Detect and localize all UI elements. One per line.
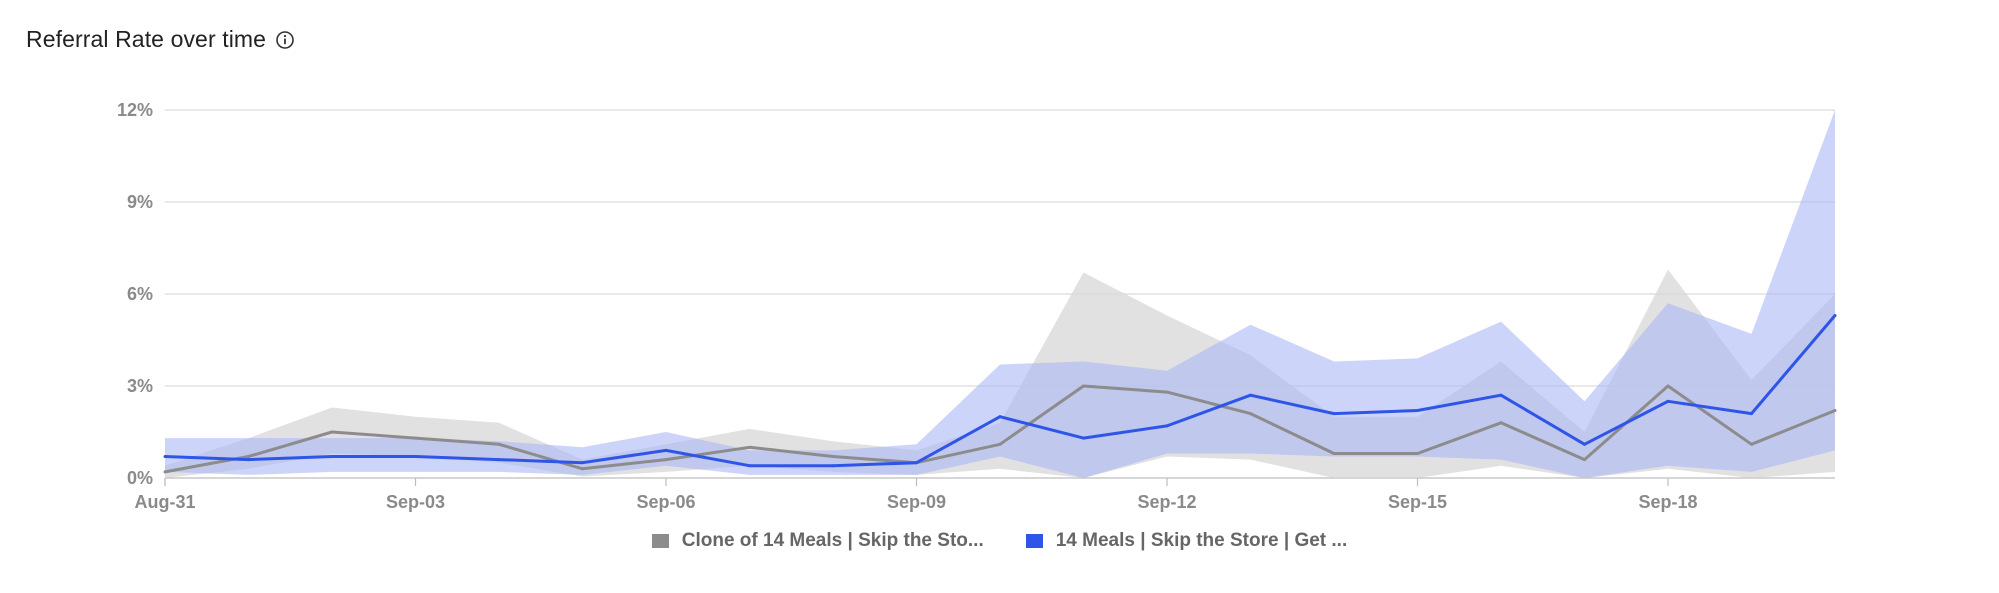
data-point-gray	[414, 436, 417, 440]
data-point-gray	[1833, 409, 1837, 413]
legend-item-clone-series[interactable]: Clone of 14 Meals | Skip the Sto...	[651, 530, 984, 552]
series-lines	[163, 313, 1837, 474]
x-tick-label: Sep-09	[887, 492, 946, 512]
axes: 0% 3% 6% 9% 12% Aug-31 Sep-03 Sep-06 Sep-09 Sep-1…	[117, 100, 1698, 512]
data-point-blue	[1082, 436, 1085, 440]
data-point-blue	[1165, 424, 1169, 428]
data-point-blue	[915, 461, 918, 465]
confidence-band-blue	[165, 110, 1835, 478]
x-tick-label: Sep-06	[636, 492, 695, 512]
confidence-bands	[165, 110, 1835, 478]
chart-header: Referral Rate over time	[26, 26, 295, 53]
data-point-gray	[1249, 412, 1252, 416]
data-point-gray	[1666, 384, 1670, 388]
y-tick-label: 3%	[127, 376, 153, 396]
data-point-gray	[1499, 421, 1503, 425]
data-point-blue	[664, 448, 668, 452]
data-point-gray	[1332, 451, 1336, 455]
x-tick-label: Sep-12	[1137, 492, 1196, 512]
y-tick-label: 12%	[117, 100, 153, 120]
y-tick-label: 0%	[127, 468, 153, 488]
data-point-blue	[1666, 399, 1670, 403]
data-point-gray	[1416, 451, 1419, 455]
chart-title: Referral Rate over time	[26, 26, 267, 52]
data-point-blue	[1499, 393, 1503, 397]
data-point-blue	[1332, 412, 1336, 416]
data-point-blue	[748, 464, 751, 468]
data-point-blue	[581, 461, 584, 465]
y-tick-label: 6%	[127, 284, 153, 304]
data-point-gray	[664, 458, 668, 462]
data-point-blue	[330, 455, 334, 459]
chart-legend: Clone of 14 Meals | Skip the Sto... 14 M…	[0, 530, 1999, 552]
data-point-blue	[497, 458, 501, 462]
legend-label: 14 Meals | Skip the Store | Get ...	[1055, 530, 1348, 551]
data-point-gray	[1583, 458, 1586, 462]
y-tick-label: 9%	[127, 192, 153, 212]
data-point-gray	[1165, 390, 1169, 394]
data-point-gray	[247, 455, 250, 459]
info-circle-icon[interactable]	[275, 30, 295, 50]
x-tick-label: Sep-03	[386, 492, 445, 512]
data-point-blue	[1750, 412, 1753, 416]
legend-swatch-blue	[1025, 534, 1043, 548]
legend-swatch-gray	[651, 534, 669, 548]
data-point-gray	[1082, 384, 1085, 388]
legend-label: Clone of 14 Meals | Skip the Sto...	[681, 530, 984, 551]
data-point-blue	[414, 455, 417, 459]
data-point-gray	[497, 442, 501, 446]
data-point-gray	[748, 445, 751, 449]
data-point-gray	[1750, 442, 1753, 446]
data-point-blue	[163, 455, 167, 459]
data-point-gray	[581, 467, 584, 471]
data-point-gray	[998, 442, 1002, 446]
data-point-gray	[330, 430, 334, 434]
x-tick-label: Sep-15	[1388, 492, 1447, 512]
data-point-blue	[831, 464, 835, 468]
data-point-blue	[1583, 442, 1586, 446]
data-point-gray	[831, 455, 835, 459]
data-point-blue	[1416, 409, 1419, 413]
x-tick-label: Aug-31	[134, 492, 195, 512]
legend-item-main-series[interactable]: 14 Meals | Skip the Store | Get ...	[1025, 530, 1348, 552]
data-point-blue	[247, 458, 250, 462]
data-point-blue	[1249, 393, 1252, 397]
data-point-gray	[163, 470, 167, 474]
x-tick-label: Sep-18	[1638, 492, 1697, 512]
data-point-blue	[1833, 313, 1837, 317]
data-point-blue	[998, 415, 1002, 419]
